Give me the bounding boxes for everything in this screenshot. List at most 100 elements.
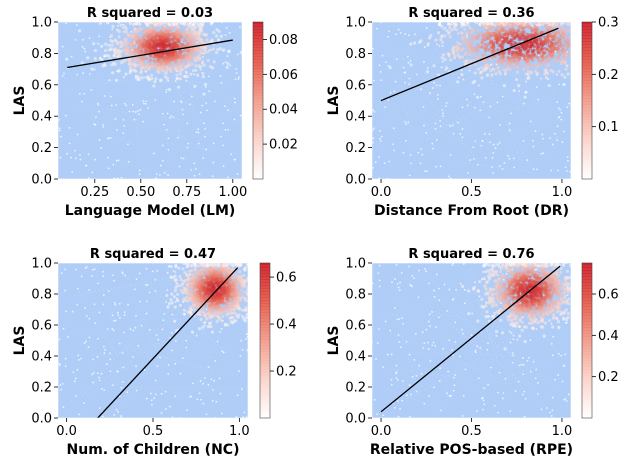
sparse-point [391,281,393,284]
density-point [134,69,138,73]
density-point [541,56,546,61]
sparse-point [529,339,532,342]
density-point [440,35,444,39]
density-point [509,318,513,322]
y-tick-label: 1.0 [31,257,52,272]
sparse-point [62,406,65,408]
sparse-point [504,377,507,380]
density-point [202,46,206,50]
density-point [475,36,479,40]
sparse-point [536,168,538,171]
sparse-point [408,353,411,356]
sparse-point [182,113,184,116]
density-point [447,31,451,35]
sparse-point [399,407,401,410]
density-point [563,75,567,79]
sparse-point [557,352,560,355]
sparse-point [178,165,181,168]
density-point [569,50,571,54]
sparse-point [123,314,126,316]
density-point [93,48,97,53]
sparse-point [75,395,77,397]
y-tick-label: 1.0 [31,16,52,31]
sparse-point [408,174,411,177]
sparse-point [230,153,232,156]
sparse-point [161,144,164,147]
density-point [175,22,179,26]
density-point [112,54,116,58]
sparse-point [495,63,498,66]
sparse-point [133,118,136,121]
sparse-point [107,167,110,170]
sparse-point [199,380,202,382]
sparse-point [137,345,140,347]
sparse-point [104,348,106,351]
sparse-point [85,314,88,317]
sparse-point [71,310,74,313]
y-tick-label: 0.6 [345,78,366,93]
density-point [185,22,189,26]
density-point [149,54,153,58]
sparse-point [107,137,109,140]
density-point [480,76,484,80]
density-point [174,263,178,268]
density-point [516,55,520,60]
sparse-point [155,177,158,179]
density-point [451,22,455,26]
density-point [148,35,152,39]
sparse-point [118,342,121,345]
sparse-point [144,76,147,79]
density-point [200,306,204,310]
sparse-point [180,157,183,159]
density-point [486,73,490,77]
sparse-point [77,358,80,361]
sparse-point [206,109,208,112]
density-point [199,48,203,53]
sparse-point [440,409,442,412]
density-point [472,59,476,63]
sparse-point [569,170,571,173]
sparse-point [61,383,64,385]
sparse-point [152,152,155,155]
sparse-point [439,125,442,128]
sparse-point [127,160,130,163]
sparse-point [414,333,417,335]
hatch-line [518,74,558,139]
sparse-point [163,171,166,174]
sparse-point [91,373,94,376]
sparse-point [509,410,512,413]
hatch-line [380,103,428,140]
sparse-point [179,285,182,287]
density-point [484,38,488,42]
sparse-point [114,118,117,120]
density-point [478,280,482,284]
sparse-point [165,91,167,94]
sparse-point [496,101,499,104]
density-point [154,60,158,64]
sparse-point [76,287,79,290]
density-point [496,273,500,277]
sparse-point [567,393,570,396]
density-point [221,267,225,271]
density-point [176,292,180,296]
sparse-point [434,122,437,125]
sparse-point [116,311,119,314]
density-point [164,40,168,44]
density-point [481,33,485,37]
sparse-point [401,317,404,320]
density-point [535,71,540,75]
density-point [207,283,211,287]
density-point [500,60,505,64]
sparse-point [169,337,172,339]
sparse-point [129,328,132,331]
density-point [222,290,226,294]
density-point [185,75,189,79]
density-point [199,65,203,69]
density-point [237,275,241,279]
sparse-point [378,177,381,179]
sparse-point [452,389,455,392]
density-point [440,40,445,44]
sparse-point [131,355,134,358]
hatch-line [123,283,171,344]
density-point [164,71,168,76]
